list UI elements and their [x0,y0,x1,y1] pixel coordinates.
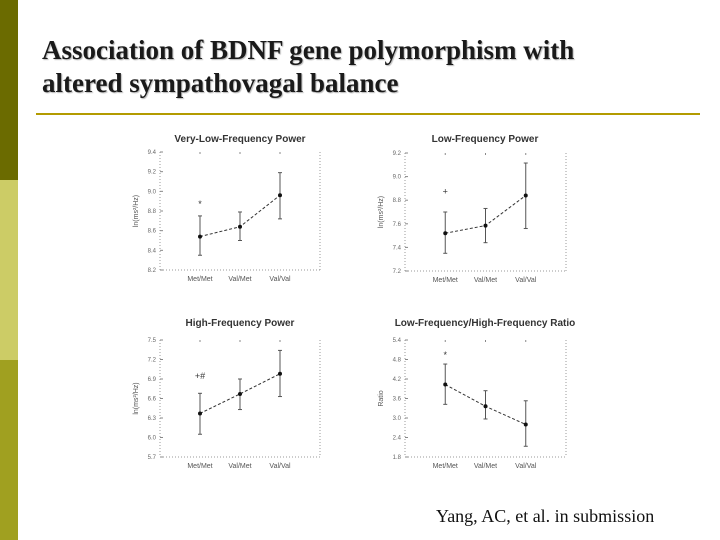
y-tick-label: 3.6 [393,397,402,403]
data-point [278,193,282,198]
x-tick-label: Met/Met [433,463,458,470]
x-tick-label: Val/Val [515,277,537,284]
significance-marker: * [443,350,447,360]
y-tick-label: 6.6 [148,397,157,403]
x-tick-label: Met/Met [187,276,212,283]
y-tick-label: 7.5 [148,338,157,344]
significance-marker: +# [195,371,205,381]
chart-2: Low-Frequency Power 9.2 9.0 8.8 7.6 7.4 7.2 ln(… [378,134,567,284]
slide-title-line-1: Association of BDNF gene polymorphism wi… [42,35,575,65]
y-tick-label: 3.0 [393,416,402,422]
significance-marker: * [198,199,202,209]
x-tick-label: Val/Met [474,277,497,284]
y-tick-label: 8.4 [148,248,157,254]
chart-title: Low-Frequency Power [432,134,539,145]
y-tick-label: 9.4 [148,150,157,156]
y-tick-label: 7.6 [393,222,402,228]
data-point [443,231,448,236]
data-point [483,223,488,228]
y-axis-label: ln(ms²/Hz) [133,382,140,414]
y-tick-label: 9.2 [148,170,157,176]
chart-title: Very-Low-Frequency Power [174,134,305,145]
x-tick-label: Val/Met [228,276,251,283]
data-point [443,382,448,387]
y-axis-label: ln(ms²/Hz) [133,195,140,227]
y-tick-label: 1.8 [393,455,402,461]
y-tick-label: 8.6 [148,229,157,235]
x-tick-label: Met/Met [433,277,458,284]
accent-bar-dark [0,0,18,180]
x-tick-label: Val/Val [515,463,537,470]
y-tick-label: 7.2 [148,358,157,364]
accent-bar-light [0,180,18,360]
significance-marker: + [443,186,448,196]
title-underline [36,113,700,115]
x-tick-label: Val/Met [474,463,497,470]
citation: Yang, AC, et al. in submission [436,506,655,526]
y-tick-label: 7.2 [393,269,402,275]
y-tick-label: 8.8 [393,198,402,204]
data-point [483,404,488,409]
x-tick-label: Met/Met [187,463,212,470]
chart-title: Low-Frequency/High-Frequency Ratio [395,318,576,329]
y-tick-label: 2.4 [393,436,402,442]
chart-title: High-Frequency Power [186,318,295,329]
y-tick-label: 8.2 [148,268,157,274]
y-tick-label: 9.2 [393,151,402,157]
chart-1: Very-Low-Frequency Power 9.4 9.2 9.0 8.8 8.6 8… [133,134,321,283]
x-tick-label: Val/Met [228,463,251,470]
y-tick-label: 6.9 [148,377,157,383]
chart-3: High-Frequency Power 7.5 7.2 6.9 6.6 6.3 6.0 5.… [133,318,321,470]
y-tick-label: 8.8 [148,209,157,215]
slide-title: Association of BDNF gene polymorphism wi… [42,34,702,100]
data-point [523,193,528,198]
x-tick-label: Val/Val [269,276,291,283]
data-point [278,371,282,376]
data-point [198,234,202,239]
y-tick-label: 4.2 [393,377,402,383]
y-tick-label: 9.0 [148,189,157,195]
data-point [238,224,242,229]
slide-title-line-2: altered sympathovagal balance [42,68,399,98]
chart-4: Low-Frequency/High-Frequency Ratio 5.4 4.8… [378,318,575,470]
y-tick-label: 7.4 [393,245,402,251]
y-tick-label: 4.8 [393,358,402,364]
y-axis-label: ln(ms²/Hz) [378,196,385,228]
y-tick-label: 9.0 [393,175,402,181]
accent-bar-mid [0,360,18,540]
x-tick-label: Val/Val [269,463,291,470]
y-axis-label: Ratio [378,390,385,406]
y-tick-label: 6.3 [148,416,157,422]
data-point [238,391,242,396]
y-tick-label: 6.0 [148,436,157,442]
y-tick-label: 5.7 [148,455,157,461]
data-point [198,411,202,416]
data-point [523,422,528,427]
y-tick-label: 5.4 [393,338,402,344]
